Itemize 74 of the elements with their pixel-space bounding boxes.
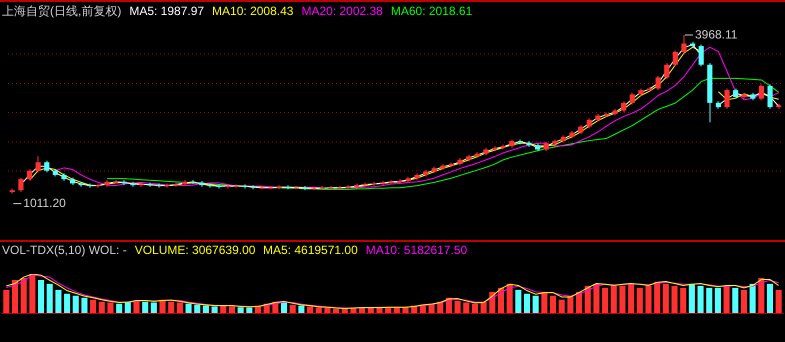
bar bbox=[212, 306, 218, 314]
text: 1011.20 bbox=[23, 196, 66, 210]
text: MA20: 2002.38 bbox=[301, 4, 383, 18]
bar bbox=[515, 290, 522, 314]
bar bbox=[698, 286, 704, 314]
bar bbox=[12, 280, 18, 314]
text: VOLUME: 3067639.00 bbox=[134, 243, 256, 257]
bar bbox=[342, 308, 348, 314]
bar bbox=[584, 286, 591, 314]
bar bbox=[29, 274, 36, 314]
bar bbox=[81, 298, 88, 314]
bar bbox=[454, 300, 461, 314]
bar bbox=[680, 288, 686, 314]
bar bbox=[558, 300, 565, 314]
bar bbox=[168, 302, 174, 314]
text: MA60: 2018.61 bbox=[390, 4, 472, 18]
bar bbox=[316, 308, 322, 314]
bar bbox=[740, 290, 747, 314]
bar bbox=[176, 302, 183, 314]
bar bbox=[246, 308, 252, 314]
bar bbox=[463, 302, 470, 314]
text: MA10: 2008.43 bbox=[212, 4, 294, 18]
bar bbox=[610, 286, 617, 314]
bar bbox=[202, 306, 209, 314]
bar bbox=[550, 296, 556, 314]
bar bbox=[298, 306, 304, 314]
bar bbox=[628, 284, 634, 314]
bar bbox=[776, 290, 782, 314]
bar bbox=[194, 304, 200, 314]
bar bbox=[645, 286, 652, 314]
bar bbox=[90, 300, 96, 314]
bar bbox=[750, 284, 756, 314]
bar bbox=[671, 286, 678, 314]
bar bbox=[290, 304, 296, 314]
bar bbox=[55, 290, 62, 314]
bar bbox=[46, 284, 53, 314]
bar bbox=[593, 284, 600, 314]
bar bbox=[706, 288, 712, 314]
bar bbox=[186, 304, 192, 314]
bar bbox=[472, 304, 478, 314]
bar bbox=[3, 290, 10, 314]
bar bbox=[732, 288, 738, 314]
text: MA5: 1987.97 bbox=[129, 4, 204, 18]
bar bbox=[541, 292, 548, 314]
bar bbox=[142, 302, 148, 314]
bar bbox=[524, 294, 530, 314]
bar bbox=[107, 302, 114, 314]
bar bbox=[20, 278, 27, 314]
bar bbox=[64, 294, 70, 314]
bar bbox=[220, 306, 226, 314]
text: MA5: 4619571.00 bbox=[263, 243, 358, 257]
bar bbox=[636, 288, 643, 314]
bar bbox=[150, 302, 157, 314]
bar bbox=[688, 284, 695, 314]
bar bbox=[724, 286, 730, 314]
bar bbox=[532, 296, 539, 314]
annotation: 3968.11 bbox=[694, 27, 738, 42]
chart-title: VOL-TDX(5,10) WOL: - bbox=[2, 243, 127, 257]
chart-title: 上海自贸(日线,前复权) bbox=[2, 4, 122, 18]
bar bbox=[280, 302, 288, 314]
bar bbox=[714, 288, 721, 314]
bar bbox=[72, 296, 79, 314]
bar bbox=[38, 280, 44, 314]
bar bbox=[307, 306, 314, 314]
bar bbox=[654, 282, 660, 314]
text: MA10: 5182617.50 bbox=[366, 243, 468, 257]
bar bbox=[758, 278, 764, 314]
bar bbox=[766, 284, 774, 314]
bar bbox=[98, 302, 105, 314]
bar bbox=[602, 288, 608, 314]
bar bbox=[228, 306, 235, 314]
bar bbox=[662, 284, 669, 314]
bar bbox=[116, 304, 122, 314]
bar bbox=[619, 286, 626, 314]
